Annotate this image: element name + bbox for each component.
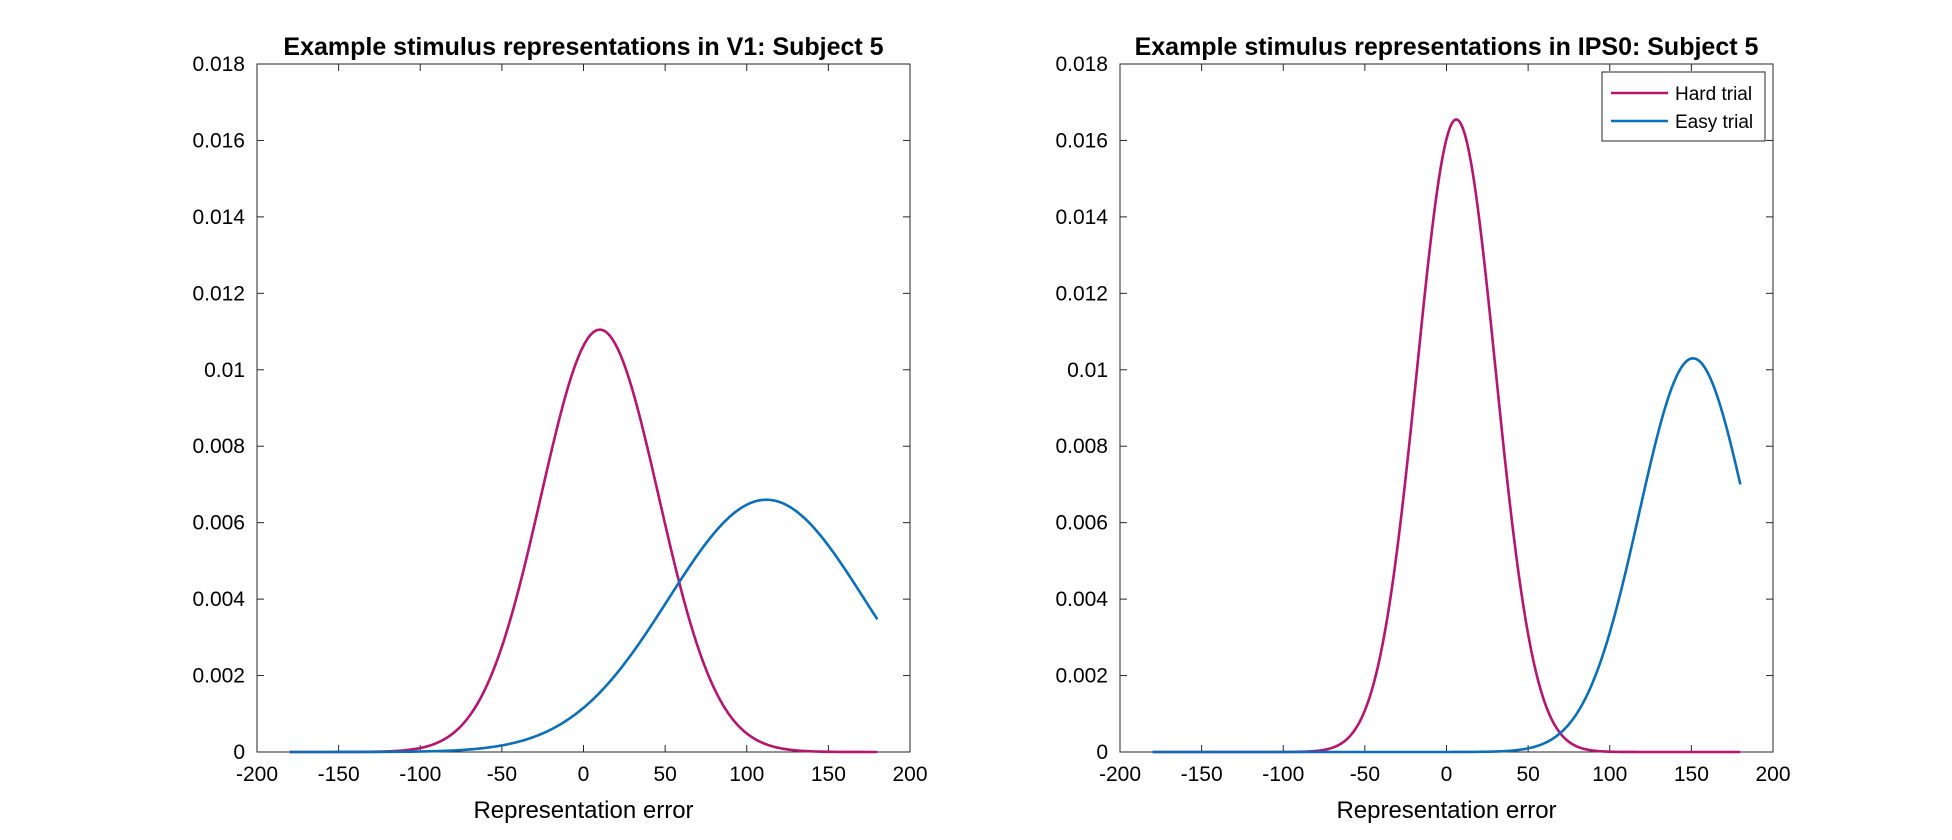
x-tick-label: 150	[1674, 763, 1709, 786]
legend-box	[1601, 71, 1766, 142]
series-line-0	[289, 328, 878, 754]
legend: Hard trial Easy trial	[1601, 71, 1766, 142]
legend-label: Easy trial	[1675, 112, 1753, 133]
x-axis-label: Representation error	[1336, 797, 1556, 824]
y-tick-label: 0.002	[1055, 665, 1108, 688]
series-line-1	[289, 498, 879, 754]
series-line-hard-trial	[1152, 118, 1741, 754]
y-tick-label: 0.014	[192, 206, 245, 229]
x-tick-label: 100	[1592, 763, 1627, 786]
y-tick-label: 0.016	[192, 129, 245, 152]
chart-v1: Example stimulus representations in V1: …	[192, 33, 927, 824]
x-tick-label: 100	[729, 763, 764, 786]
y-tick-label: 0.012	[192, 282, 245, 305]
x-tick-label: 200	[1755, 763, 1790, 786]
x-tick-label: -50	[1350, 763, 1380, 786]
y-tick-label: 0.016	[1055, 129, 1108, 152]
x-tick-label: 50	[653, 763, 676, 786]
y-tick-label: 0	[1096, 741, 1108, 764]
y-tick-label: 0.004	[192, 588, 245, 611]
chart-title: Example stimulus representations in V1: …	[283, 33, 883, 61]
y-tick-label: 0.006	[1055, 512, 1108, 535]
chart-title: Example stimulus representations in IPS0…	[1135, 33, 1759, 61]
y-tick-label: 0.01	[1067, 359, 1108, 382]
x-tick-label: -50	[487, 763, 517, 786]
axes-box	[1119, 63, 1774, 753]
y-tick-label: 0.002	[192, 665, 245, 688]
y-tick-label: 0.012	[1055, 282, 1108, 305]
x-tick-label: -200	[236, 763, 278, 786]
y-tick-label: 0.008	[192, 435, 245, 458]
y-tick-label: 0.01	[204, 359, 245, 382]
y-tick-label: 0.018	[1055, 53, 1108, 76]
x-tick-label: 0	[578, 763, 590, 786]
legend-label: Hard trial	[1675, 84, 1752, 105]
x-tick-label: -150	[1181, 763, 1223, 786]
x-tick-label: 50	[1516, 763, 1539, 786]
y-tick-label: 0.004	[1055, 588, 1108, 611]
x-tick-label: -150	[318, 763, 360, 786]
x-tick-label: -100	[1262, 763, 1304, 786]
x-tick-label: -100	[399, 763, 441, 786]
y-tick-label: 0.014	[1055, 206, 1108, 229]
x-tick-label: 0	[1441, 763, 1453, 786]
x-tick-label: 200	[892, 763, 927, 786]
x-tick-label: -200	[1099, 763, 1141, 786]
axes-box	[256, 63, 911, 753]
series-line-easy-trial	[1152, 357, 1742, 754]
y-tick-label: 0	[233, 741, 245, 764]
chart-ips0: Example stimulus representations in IPS0…	[1055, 33, 1790, 824]
y-tick-label: 0.018	[192, 53, 245, 76]
x-axis-label: Representation error	[473, 797, 693, 824]
y-tick-label: 0.006	[192, 512, 245, 535]
x-tick-label: 150	[811, 763, 846, 786]
y-tick-label: 0.008	[1055, 435, 1108, 458]
